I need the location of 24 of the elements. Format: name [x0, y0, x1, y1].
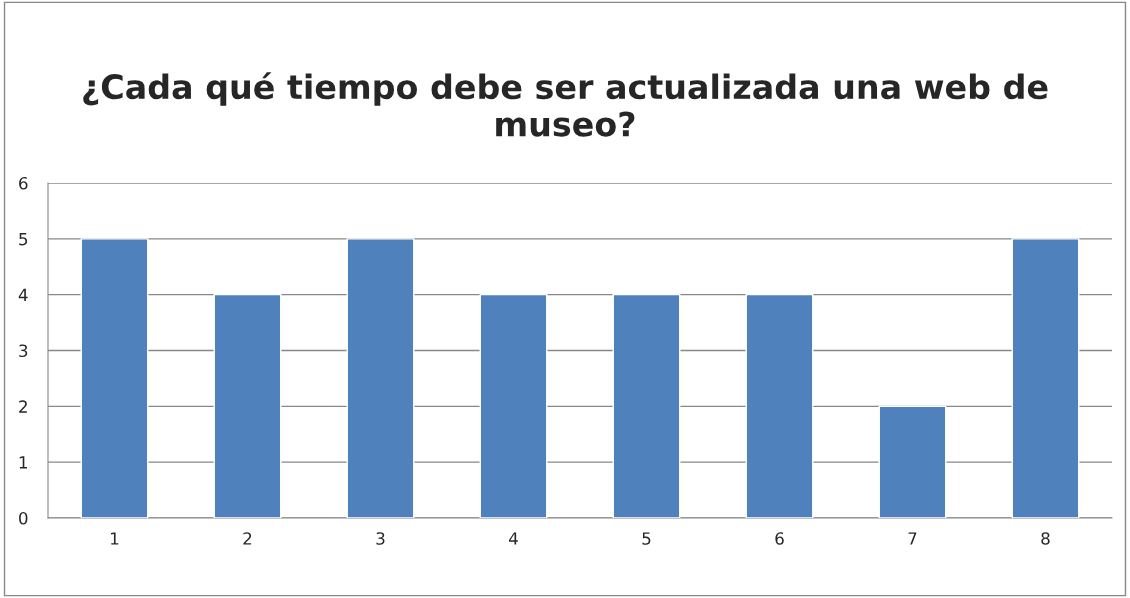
bar: [479, 293, 548, 518]
y-tick-label: 2: [19, 400, 27, 413]
y-tick-label: 3: [19, 344, 28, 358]
y-tick-label: 1: [19, 456, 28, 469]
bar: [80, 238, 149, 518]
x-tick-label: 7: [908, 532, 917, 545]
x-tick-label: 3: [376, 532, 385, 545]
bar: [346, 238, 415, 518]
x-tick-label: 4: [509, 532, 518, 545]
x-tick-label: 1: [111, 532, 119, 545]
x-tick-label: 6: [775, 532, 784, 545]
bar: [213, 293, 282, 518]
bar: [612, 293, 681, 518]
x-tick-label: 5: [642, 532, 651, 545]
y-tick-label: 0: [19, 511, 28, 525]
chart-title: ¿Cada qué tiempo debe ser actualizada una web de museo?: [83, 72, 1048, 137]
bar: [1011, 238, 1080, 518]
y-tick-label: 6: [19, 176, 28, 190]
bar: [878, 405, 947, 518]
x-tick-label: 2: [243, 532, 252, 545]
y-tick-label: 5: [19, 233, 28, 246]
bar: [745, 293, 814, 518]
x-tick-label: 8: [1041, 532, 1050, 545]
y-tick-label: 4: [18, 288, 28, 301]
